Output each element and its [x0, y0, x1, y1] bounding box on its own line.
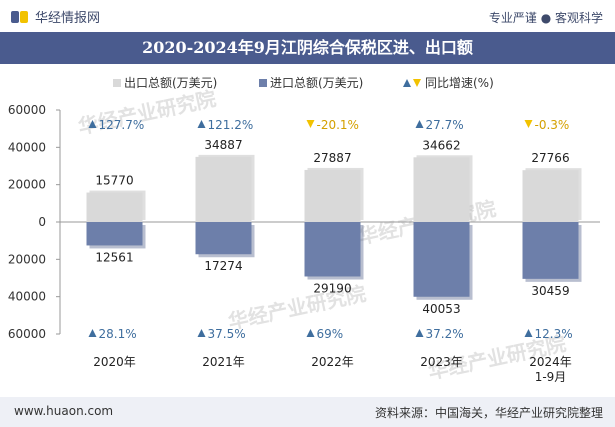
- export-growth-label: -20.1%: [317, 118, 359, 132]
- export-growth-label: 27.7%: [426, 118, 464, 132]
- up-triangle-icon: [197, 329, 206, 337]
- export-growth-label: 121.2%: [208, 118, 254, 132]
- x-tick-label: 1-9月: [535, 370, 567, 384]
- tagline: 专业严谨 ● 客观科学: [489, 9, 603, 26]
- top-bar: 华经情报网 专业严谨 ● 客观科学: [0, 0, 615, 32]
- export-bar: [86, 192, 143, 222]
- x-tick-label: 2023年: [420, 355, 463, 369]
- y-axis: 60000 40000 20000 0 20000 40000 60000: [8, 103, 61, 341]
- export-value-label: 34662: [422, 138, 460, 152]
- legend: 出口总额(万美元) 进口总额(万美元) 同比增速(%): [113, 76, 494, 90]
- import-value-label: 30459: [531, 284, 569, 298]
- footer: www.huaon.com 资料来源：中国海关，华经产业研究院整理: [0, 397, 615, 427]
- import-bar: [195, 222, 252, 255]
- import-value-label: 12561: [95, 250, 133, 264]
- legend-import-label: 进口总额(万美元): [270, 76, 363, 90]
- y-tick-label: 40000: [8, 290, 46, 304]
- x-tick-label: 2024年: [529, 355, 572, 369]
- tagline-right: 客观科学: [554, 11, 603, 25]
- import-growth-label: 37.5%: [208, 327, 246, 341]
- export-value-label: 27887: [313, 151, 351, 165]
- down-triangle-icon: [524, 120, 533, 128]
- export-value-label: 34887: [204, 138, 242, 152]
- bars: [86, 154, 582, 300]
- x-tick-label: 2020年: [93, 355, 136, 369]
- brand-name: 华经情报网: [35, 11, 101, 26]
- legend-up-triangle-icon: [403, 79, 411, 87]
- import-growth-label: 28.1%: [99, 327, 137, 341]
- import-growth-label: 69%: [317, 327, 344, 341]
- legend-export-label: 出口总额(万美元): [124, 76, 217, 90]
- y-tick-label: 60000: [8, 103, 46, 117]
- export-bar: [195, 156, 252, 222]
- legend-export-swatch: [113, 79, 121, 87]
- import-bar: [413, 222, 470, 297]
- y-tick-label: 40000: [8, 140, 46, 154]
- tagline-left: 专业严谨: [488, 11, 537, 25]
- y-tick-label: 0: [38, 215, 46, 229]
- import-bar: [86, 222, 143, 246]
- x-tick-label: 2021年: [202, 355, 245, 369]
- chart-title: 2020-2024年9月江阴综合保税区进、出口额: [142, 38, 473, 57]
- footer-source: 资料来源：中国海关，华经产业研究院整理: [374, 406, 603, 420]
- up-triangle-icon: [306, 329, 315, 337]
- export-value-label: 27766: [531, 151, 569, 165]
- up-triangle-icon: [415, 329, 424, 337]
- down-triangle-icon: [306, 120, 315, 128]
- y-tick-label: 20000: [8, 178, 46, 192]
- brand-logo-icon: [11, 10, 28, 23]
- export-growth-label: -0.3%: [535, 118, 570, 132]
- up-triangle-icon: [88, 329, 97, 337]
- import-value-label: 29190: [313, 281, 351, 295]
- export-value-label: 15770: [95, 174, 133, 188]
- y-tick-label: 60000: [8, 327, 46, 341]
- export-bar: [413, 157, 470, 222]
- legend-import-swatch: [259, 79, 267, 87]
- watermark-text: 华经产业研究院: [76, 86, 218, 139]
- y-tick-label: 20000: [8, 252, 46, 266]
- x-tick-label: 2022年: [311, 355, 354, 369]
- up-triangle-icon: [197, 120, 206, 128]
- export-bar: [522, 170, 579, 222]
- import-bar: [304, 222, 361, 277]
- import-bar: [522, 222, 579, 279]
- tagline-dot-icon: ●: [540, 11, 555, 25]
- import-growth-label: 37.2%: [426, 327, 464, 341]
- up-triangle-icon: [524, 329, 533, 337]
- data-labels: 15770 12561 127.7% 28.1% 34887 17274 121.2% 37.…: [88, 118, 573, 341]
- export-growth-label: 127.7%: [99, 118, 145, 132]
- title-bar: 2020-2024年9月江阴综合保税区进、出口额: [0, 32, 615, 64]
- import-value-label: 40053: [422, 302, 460, 316]
- brand: 华经情报网: [10, 7, 100, 26]
- chart: 出口总额(万美元) 进口总额(万美元) 同比增速(%) 华经产业研究院华经产业研…: [8, 76, 600, 384]
- up-triangle-icon: [88, 120, 97, 128]
- import-value-label: 17274: [204, 259, 242, 273]
- up-triangle-icon: [415, 120, 424, 128]
- export-bar: [304, 169, 361, 222]
- footer-url[interactable]: www.huaon.com: [14, 404, 114, 418]
- legend-down-triangle-icon: [413, 79, 421, 87]
- legend-growth-label: 同比增速(%): [425, 76, 494, 90]
- import-growth-label: 12.3%: [535, 327, 573, 341]
